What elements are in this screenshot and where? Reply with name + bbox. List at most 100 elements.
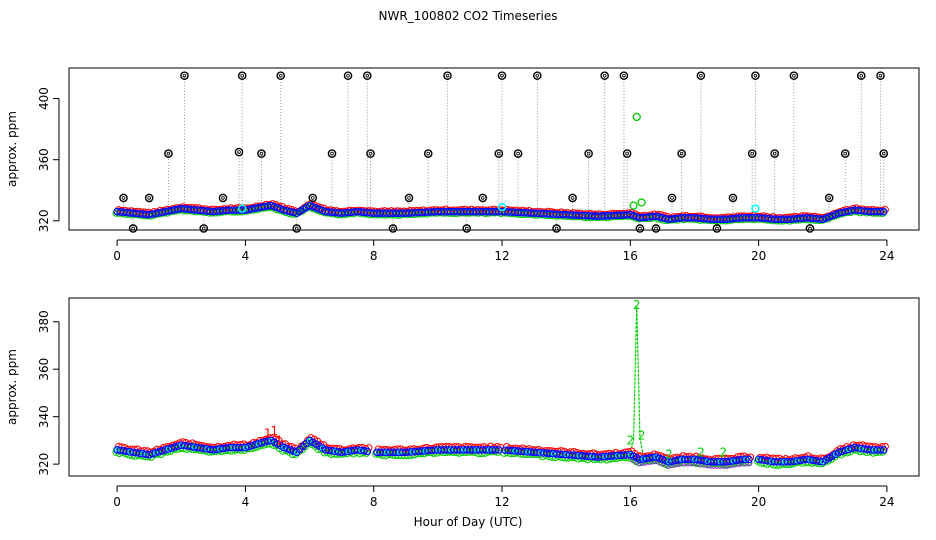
blue-point [879, 446, 888, 454]
black-point [770, 149, 779, 158]
black-point [568, 193, 577, 203]
green-outlier-point [637, 198, 646, 207]
cyan-point [229, 444, 236, 451]
cyan-point [781, 459, 787, 465]
black-point-inner [368, 151, 373, 156]
black-point [667, 193, 677, 203]
top-panel-y-tick-label: 320 [37, 209, 51, 232]
blue-point [745, 455, 753, 464]
black-point-inner [715, 226, 719, 231]
black-point [462, 224, 472, 233]
black-point [443, 71, 452, 80]
cyan-point [473, 447, 480, 453]
top-panel-x-tick-label: 24 [879, 249, 894, 263]
black-point-inner [554, 226, 559, 231]
top-panel-x-tick-label: 0 [113, 249, 121, 263]
black-point-inner [131, 226, 135, 231]
black-point-inner [500, 73, 504, 78]
top-panel-y-axis-label: approx. ppm [5, 111, 19, 187]
black-point-inner [365, 73, 370, 78]
series-marker-label: 2 [638, 429, 646, 443]
black-point [712, 224, 722, 233]
black-point-inner [654, 226, 658, 231]
bottom-panel-y-axis-label: approx. ppm [5, 349, 19, 425]
cyan-point [396, 449, 403, 455]
top-panel-y-tick-label: 400 [37, 87, 51, 110]
cyan-point [751, 204, 760, 213]
bottom-panel-x-tick-label: 20 [751, 495, 766, 509]
black-point [494, 149, 504, 158]
black-point [164, 149, 173, 158]
series-marker-label: 2 [627, 433, 635, 447]
bottom-panel-x-tick-label: 8 [370, 495, 378, 509]
green-point [253, 443, 261, 451]
black-point-inner [346, 73, 350, 78]
black-point [257, 149, 266, 158]
black-point [696, 71, 706, 80]
blue-point [270, 202, 279, 211]
black-point [199, 224, 209, 233]
green-point [821, 215, 829, 223]
black-point-inner [166, 151, 171, 156]
black-point-inner [497, 151, 501, 156]
series-marker-label: 1 [264, 426, 272, 440]
bottom-panel-x-tick-label: 12 [494, 495, 509, 509]
series-marker-label: 2 [633, 298, 641, 312]
black-point-inner [859, 73, 864, 78]
black-point-inner [878, 73, 883, 78]
cyan-point [383, 449, 390, 455]
black-point-inner [310, 196, 315, 200]
x-axis-label: Hour of Day (UTC) [413, 515, 523, 529]
top-panel-x-tick-label: 4 [242, 249, 250, 263]
black-point-inner [625, 151, 629, 156]
black-point-inner [699, 73, 703, 78]
blue-point [360, 447, 368, 455]
green-point [827, 213, 836, 221]
black-point [343, 71, 353, 80]
cyan-point [743, 456, 749, 463]
black-point [404, 193, 414, 203]
blue-point [273, 204, 282, 212]
black-point-inner [670, 196, 674, 200]
top-panel-x-tick-label: 16 [623, 249, 638, 263]
black-point-inner [808, 226, 812, 231]
black-point-inner [259, 151, 264, 156]
black-point [840, 149, 850, 158]
black-point [622, 149, 632, 158]
cyan-point [871, 447, 877, 453]
black-point-inner [827, 196, 831, 200]
bottom-panel-y-tick-label: 360 [37, 358, 51, 381]
blue-point [629, 211, 638, 220]
black-point [856, 71, 866, 80]
bottom-panel-x-tick-label: 24 [879, 495, 894, 509]
bottom-panel-y-tick-label: 320 [37, 453, 51, 476]
green-outlier-point [632, 112, 641, 122]
black-point [234, 147, 244, 157]
black-point [423, 149, 433, 158]
series-marker-label: 2 [697, 445, 705, 459]
black-point [635, 224, 645, 233]
top-panel-x-tick-label: 8 [370, 249, 378, 263]
cyan-point [678, 456, 685, 463]
black-point [180, 71, 189, 80]
black-point [327, 149, 337, 158]
cyan-point [460, 447, 467, 453]
cyan-point [237, 204, 247, 213]
black-point [600, 71, 609, 80]
black-point-inner [772, 151, 777, 156]
cyan-point [497, 202, 507, 212]
black-point [728, 193, 738, 203]
black-point-inner [750, 151, 755, 156]
black-point-inner [622, 73, 626, 78]
blue-point [741, 455, 750, 464]
black-point [789, 71, 799, 80]
black-point [747, 149, 757, 158]
black-point-inner [240, 73, 245, 78]
black-point-inner [407, 196, 411, 200]
black-point-inner [294, 226, 299, 231]
black-point [876, 71, 885, 80]
black-point [363, 71, 372, 80]
cyan-point [486, 447, 492, 453]
black-point-inner [570, 196, 575, 200]
black-point [119, 193, 128, 203]
